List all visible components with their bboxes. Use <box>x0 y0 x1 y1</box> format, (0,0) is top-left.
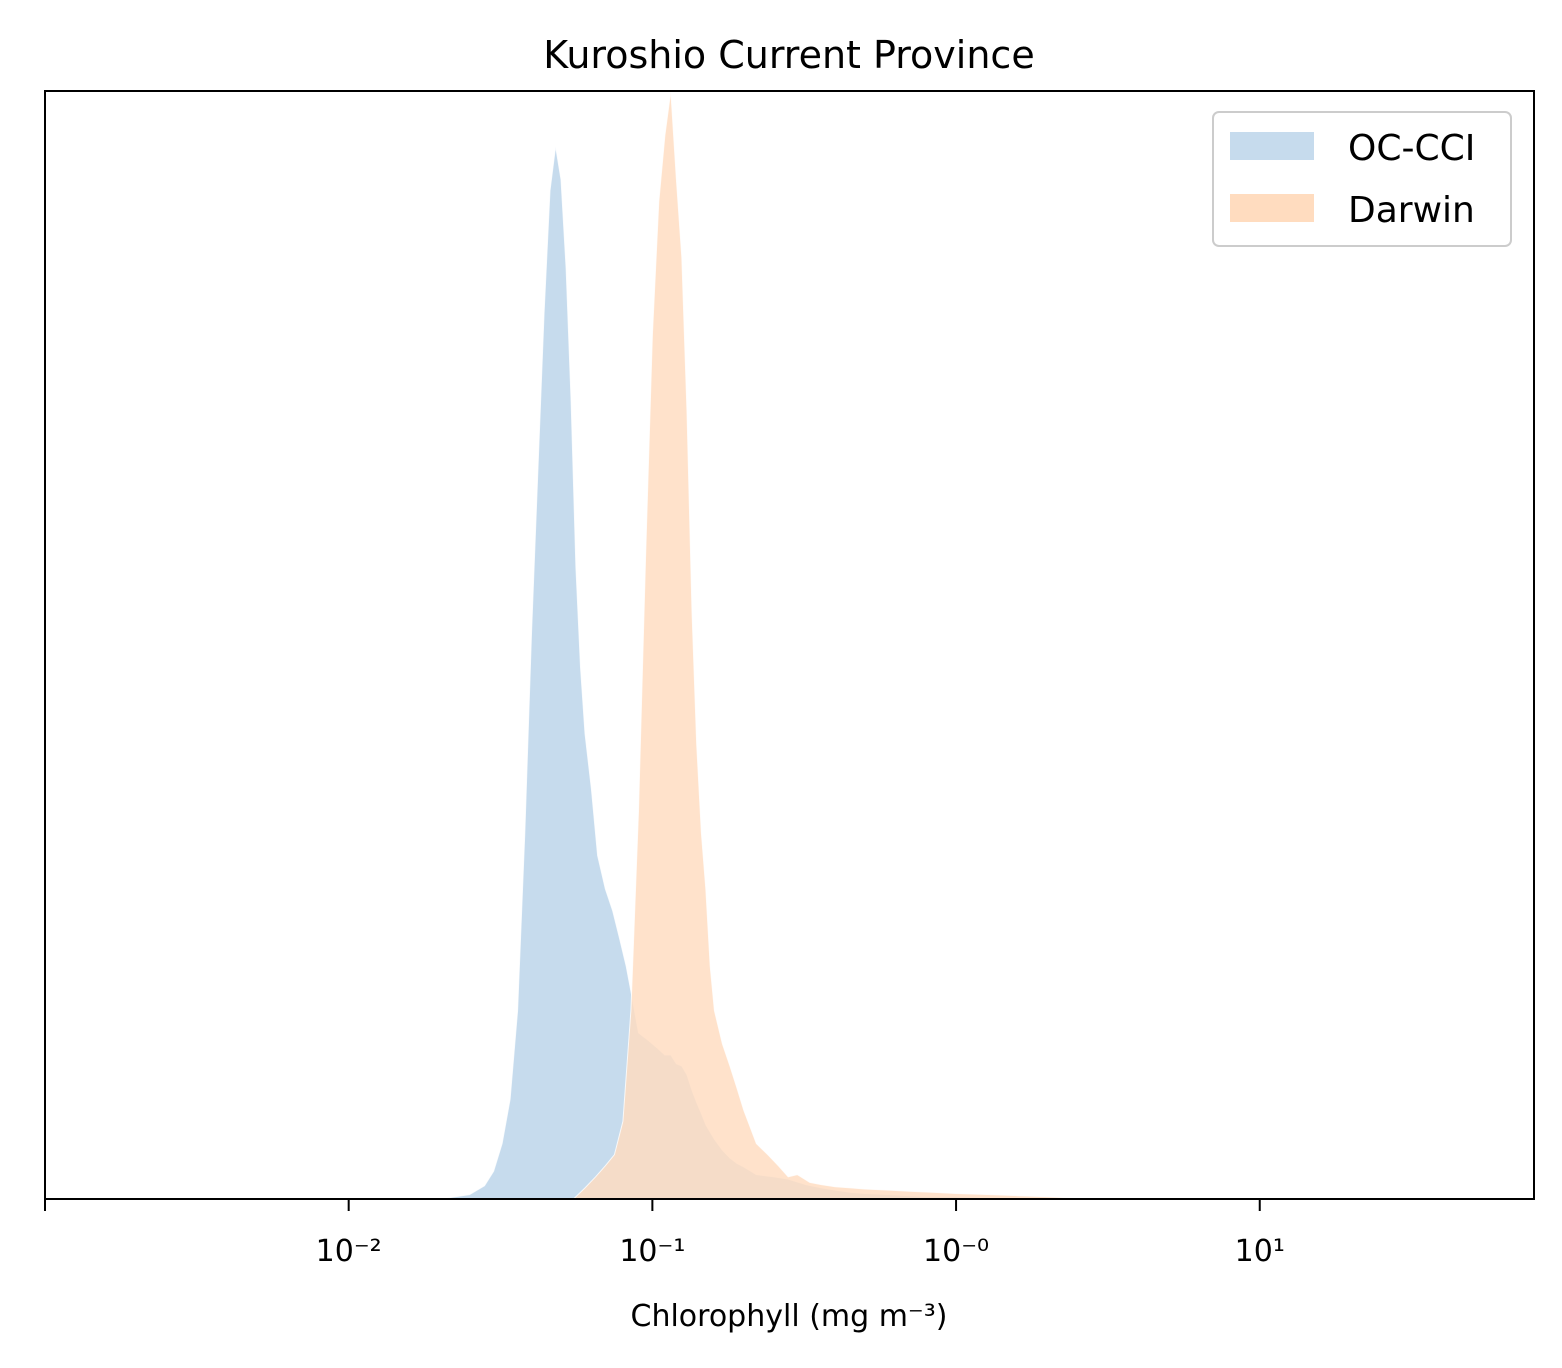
legend-swatch-oc-cci <box>1230 132 1314 160</box>
plot-frame <box>44 90 1535 1200</box>
x-tick-label: 10⁻² <box>316 1234 382 1269</box>
series-layer <box>440 90 1102 1200</box>
x-tick-label: 10⁻¹ <box>619 1234 685 1269</box>
legend-label-darwin: Darwin <box>1348 190 1475 231</box>
legend-label-oc-cci: OC-CCI <box>1348 128 1475 169</box>
legend-swatch-darwin <box>1230 194 1314 222</box>
chart-title: Kuroshio Current Province <box>543 33 1034 77</box>
x-axis-ticks: 10⁻² 10⁻¹ 10⁻⁰ 10¹ <box>44 1199 1285 1269</box>
series-area-darwin <box>572 90 1102 1200</box>
legend: OC-CCI Darwin <box>1212 111 1512 247</box>
x-tick-label: 10⁻⁰ <box>923 1234 989 1269</box>
x-axis-label: Chlorophyll (mg m⁻³) <box>631 1299 948 1334</box>
x-tick-label: 10¹ <box>1235 1234 1285 1269</box>
